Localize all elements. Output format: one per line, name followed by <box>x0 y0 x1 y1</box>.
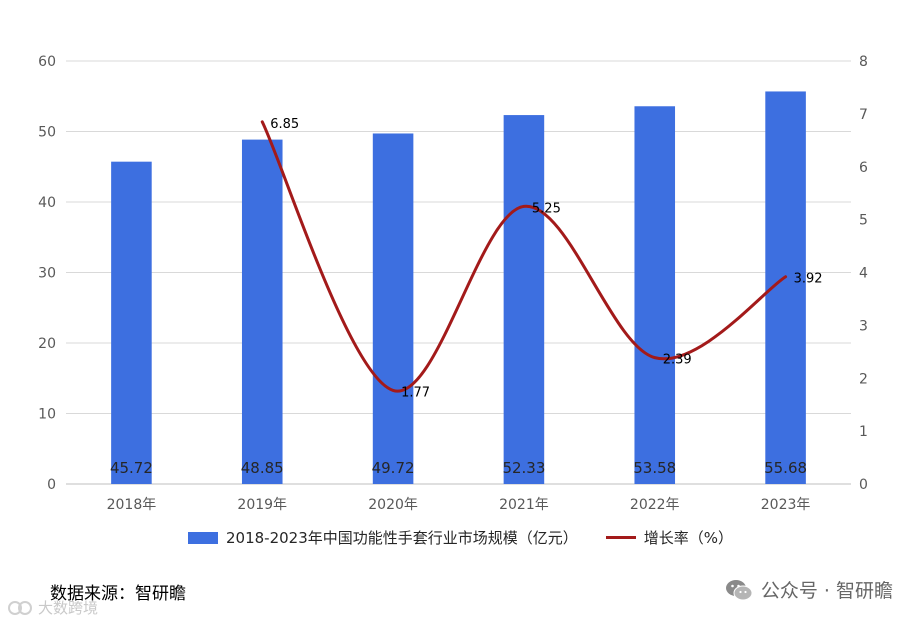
watermark: 大数跨境 <box>8 597 98 618</box>
left-axis-tick-label: 10 <box>38 407 56 423</box>
combo-chart: 0 10 20 30 40 50 60 0 1 2 3 4 5 6 7 8 45.72 48.85 49.72 5… <box>38 54 868 513</box>
right-axis-tick-label: 6 <box>859 160 868 176</box>
left-axis-tick-label: 40 <box>38 195 56 211</box>
x-axis-tick-label: 2022年 <box>630 497 680 513</box>
bar-value-label: 52.33 <box>502 459 545 477</box>
right-axis-tick-label: 0 <box>859 477 868 493</box>
bar-value-label: 48.85 <box>241 459 284 477</box>
legend-label-growth-rate: 增长率（%） <box>643 529 734 547</box>
wechat-account-label: 公众号 · 智研瞻 <box>760 580 893 602</box>
right-axis-tick-label: 4 <box>859 266 868 282</box>
bar-value-label: 45.72 <box>110 459 153 477</box>
right-axis-tick-label: 3 <box>859 318 868 334</box>
x-axis-ticks: 2018年 2019年 2020年 2021年 2022年 2023年 <box>107 497 811 513</box>
bar-value-label: 49.72 <box>372 459 415 477</box>
left-axis-ticks: 0 10 20 30 40 50 60 <box>38 54 56 493</box>
line-value-labels: 6.85 1.77 5.25 2.39 3.92 <box>270 117 822 401</box>
bar-value-label: 53.58 <box>633 459 676 477</box>
growth-line-series <box>260 120 788 393</box>
legend-bar-swatch <box>187 531 218 544</box>
watermark-text: 大数跨境 <box>38 599 99 617</box>
x-axis-tick-label: 2023年 <box>761 497 811 513</box>
bar <box>634 106 676 485</box>
right-axis-tick-label: 2 <box>859 371 868 387</box>
line-value-label: 6.85 <box>270 117 299 132</box>
bar-value-labels: 45.72 48.85 49.72 52.33 53.58 55.68 <box>110 459 807 477</box>
watermark-logo-icon <box>8 600 32 615</box>
right-axis-tick-label: 7 <box>859 107 868 123</box>
legend-label-market-size: 2018-2023年中国功能性手套行业市场规模（亿元） <box>225 529 578 547</box>
right-axis-tick-label: 1 <box>859 424 868 440</box>
bar <box>503 115 545 485</box>
left-axis-tick-label: 20 <box>38 336 56 352</box>
line-value-label: 1.77 <box>401 385 430 400</box>
gridlines <box>66 60 851 485</box>
legend-item-growth-rate[interactable]: 增长率（%） <box>605 527 734 548</box>
growth-line <box>260 120 788 393</box>
wechat-icon <box>725 579 753 600</box>
x-axis-tick-label: 2019年 <box>237 497 287 513</box>
bar <box>111 161 152 484</box>
bar <box>241 139 283 485</box>
line-value-label: 2.39 <box>663 353 692 368</box>
bar-series <box>111 91 806 485</box>
x-axis-tick-label: 2020年 <box>368 497 418 513</box>
x-axis-tick-label: 2018年 <box>107 497 157 513</box>
line-value-label: 5.25 <box>532 201 561 216</box>
left-axis-tick-label: 50 <box>38 125 56 141</box>
x-axis-tick-label: 2021年 <box>499 497 549 513</box>
legend-item-market-size[interactable]: 2018-2023年中国功能性手套行业市场规模（亿元） <box>187 527 578 548</box>
legend-line-swatch <box>605 536 636 539</box>
right-axis-tick-label: 5 <box>859 213 868 229</box>
data-source-note: 数据来源：智研瞻 <box>50 584 186 604</box>
right-axis-tick-label: 8 <box>859 54 868 70</box>
line-value-label: 3.92 <box>794 272 823 287</box>
left-axis-tick-label: 60 <box>38 54 56 70</box>
right-axis-ticks: 0 1 2 3 4 5 6 7 8 <box>859 54 868 493</box>
left-axis-tick-label: 0 <box>47 477 56 493</box>
wechat-account: 公众号 · 智研瞻 <box>725 576 893 603</box>
legend: 2018-2023年中国功能性手套行业市场规模（亿元） 增长率（%） <box>0 527 921 548</box>
left-axis-tick-label: 30 <box>38 266 56 282</box>
bar <box>372 133 414 484</box>
bar-value-label: 55.68 <box>764 459 807 477</box>
